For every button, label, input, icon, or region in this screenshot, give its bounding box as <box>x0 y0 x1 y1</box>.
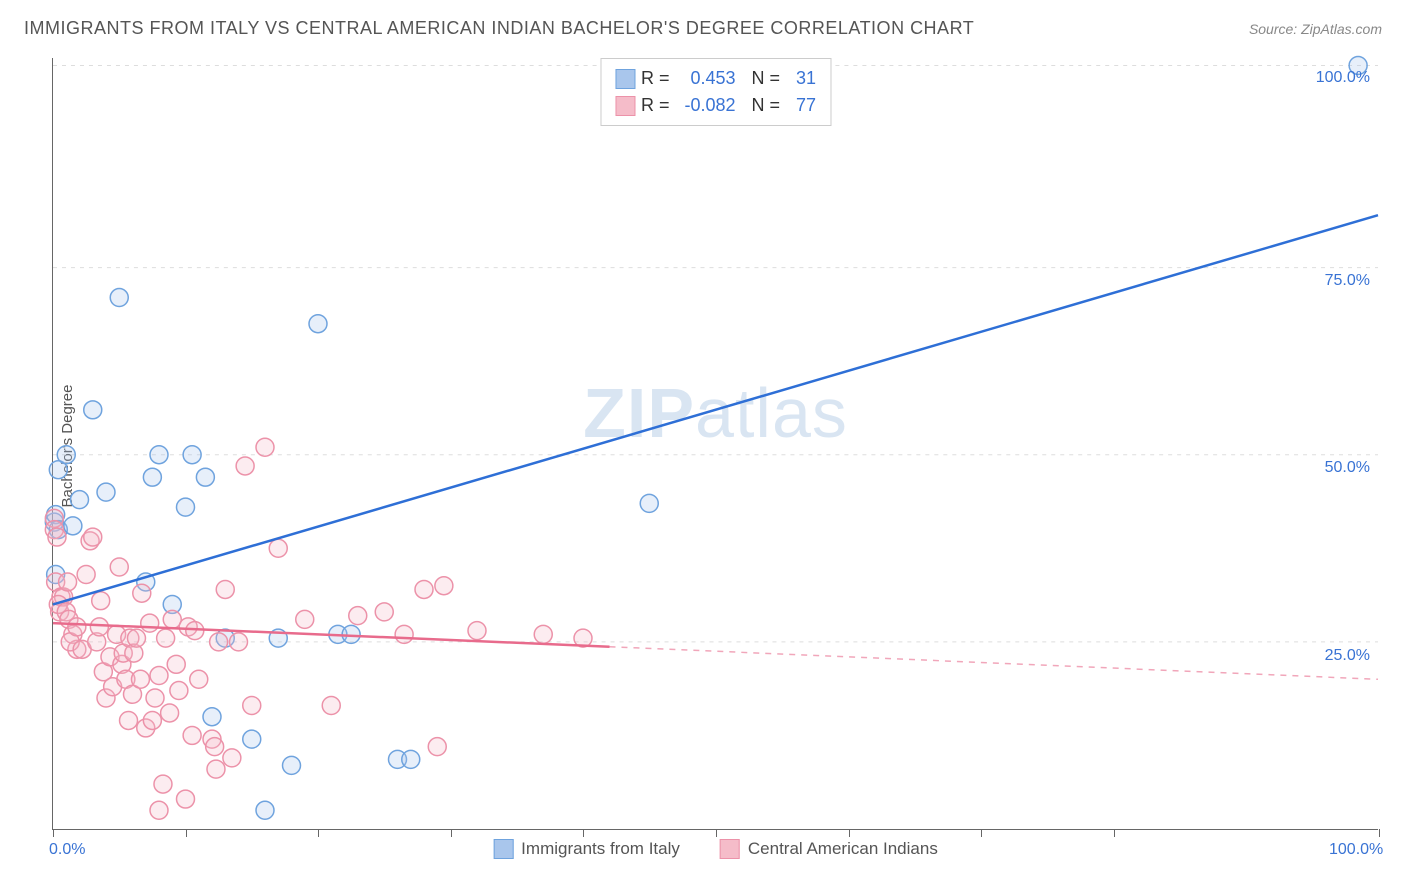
scatter-point-cai <box>157 629 175 647</box>
legend-item-italy: Immigrants from Italy <box>493 839 680 859</box>
scatter-point-cai <box>468 622 486 640</box>
scatter-point-cai <box>77 566 95 584</box>
source-attribution: Source: ZipAtlas.com <box>1249 21 1382 37</box>
scatter-point-cai <box>269 539 287 557</box>
scatter-point-cai <box>48 528 66 546</box>
scatter-point-italy <box>640 494 658 512</box>
legend-row-italy: R = 0.453 N = 31 <box>615 65 816 92</box>
scatter-point-cai <box>190 670 208 688</box>
scatter-svg <box>53 58 1378 829</box>
scatter-point-italy <box>196 468 214 486</box>
scatter-point-cai <box>59 573 77 591</box>
scatter-point-italy <box>110 289 128 307</box>
scatter-point-cai <box>223 749 241 767</box>
scatter-point-italy <box>256 801 274 819</box>
scatter-point-italy <box>57 446 75 464</box>
scatter-point-cai <box>243 697 261 715</box>
legend-item-cai: Central American Indians <box>720 839 938 859</box>
scatter-point-italy <box>203 708 221 726</box>
scatter-point-cai <box>92 592 110 610</box>
scatter-point-italy <box>183 446 201 464</box>
scatter-point-cai <box>415 580 433 598</box>
scatter-point-cai <box>230 633 248 651</box>
scatter-point-cai <box>183 726 201 744</box>
scatter-point-cai <box>207 760 225 778</box>
scatter-point-cai <box>154 775 172 793</box>
scatter-point-cai <box>256 438 274 456</box>
scatter-point-cai <box>150 801 168 819</box>
scatter-point-cai <box>131 670 149 688</box>
x-tick-label: 0.0% <box>49 841 85 859</box>
scatter-point-cai <box>322 697 340 715</box>
x-tick-label: 100.0% <box>1329 841 1383 859</box>
scatter-point-italy <box>150 446 168 464</box>
chart-title: IMMIGRANTS FROM ITALY VS CENTRAL AMERICA… <box>24 18 974 39</box>
scatter-point-cai <box>216 580 234 598</box>
y-tick-label: 25.0% <box>1325 621 1370 665</box>
scatter-point-cai <box>206 738 224 756</box>
scatter-point-cai <box>146 689 164 707</box>
trend-line-dash-cai <box>610 647 1379 680</box>
swatch-italy-icon <box>493 839 513 859</box>
legend-row-cai: R = -0.082 N = 77 <box>615 92 816 119</box>
scatter-point-cai <box>395 625 413 643</box>
scatter-point-cai <box>349 607 367 625</box>
scatter-point-italy <box>71 491 89 509</box>
scatter-point-cai <box>177 790 195 808</box>
scatter-point-cai <box>210 633 228 651</box>
plot-area: ZIPatlas 25.0%50.0%75.0%100.0% 0.0%100.0… <box>52 58 1378 830</box>
scatter-point-italy <box>84 401 102 419</box>
scatter-point-italy <box>283 756 301 774</box>
scatter-point-italy <box>309 315 327 333</box>
scatter-point-italy <box>402 750 420 768</box>
scatter-point-italy <box>177 498 195 516</box>
scatter-point-cai <box>143 711 161 729</box>
scatter-point-italy <box>97 483 115 501</box>
scatter-point-cai <box>161 704 179 722</box>
scatter-point-cai <box>90 618 108 636</box>
scatter-point-cai <box>127 629 145 647</box>
scatter-point-cai <box>534 625 552 643</box>
y-tick-label: 75.0% <box>1325 246 1370 290</box>
scatter-point-cai <box>84 528 102 546</box>
scatter-point-italy <box>143 468 161 486</box>
scatter-point-cai <box>68 618 86 636</box>
scatter-point-cai <box>110 558 128 576</box>
swatch-cai-icon <box>720 839 740 859</box>
scatter-point-italy <box>243 730 261 748</box>
scatter-point-cai <box>375 603 393 621</box>
y-tick-label: 100.0% <box>1316 43 1370 87</box>
y-tick-label: 50.0% <box>1325 433 1370 477</box>
scatter-point-cai <box>167 655 185 673</box>
scatter-point-cai <box>435 577 453 595</box>
scatter-point-italy <box>64 517 82 535</box>
scatter-point-cai <box>170 682 188 700</box>
legend-stats: R = 0.453 N = 31 R = -0.082 N = 77 <box>600 58 831 126</box>
scatter-point-cai <box>236 457 254 475</box>
scatter-point-cai <box>141 614 159 632</box>
trend-line-italy <box>53 215 1378 604</box>
scatter-point-cai <box>133 584 151 602</box>
scatter-point-cai <box>428 738 446 756</box>
scatter-point-cai <box>296 610 314 628</box>
swatch-cai <box>615 96 635 116</box>
scatter-point-cai <box>150 667 168 685</box>
swatch-italy <box>615 69 635 89</box>
scatter-point-cai <box>120 711 138 729</box>
legend-series: Immigrants from Italy Central American I… <box>493 839 938 859</box>
